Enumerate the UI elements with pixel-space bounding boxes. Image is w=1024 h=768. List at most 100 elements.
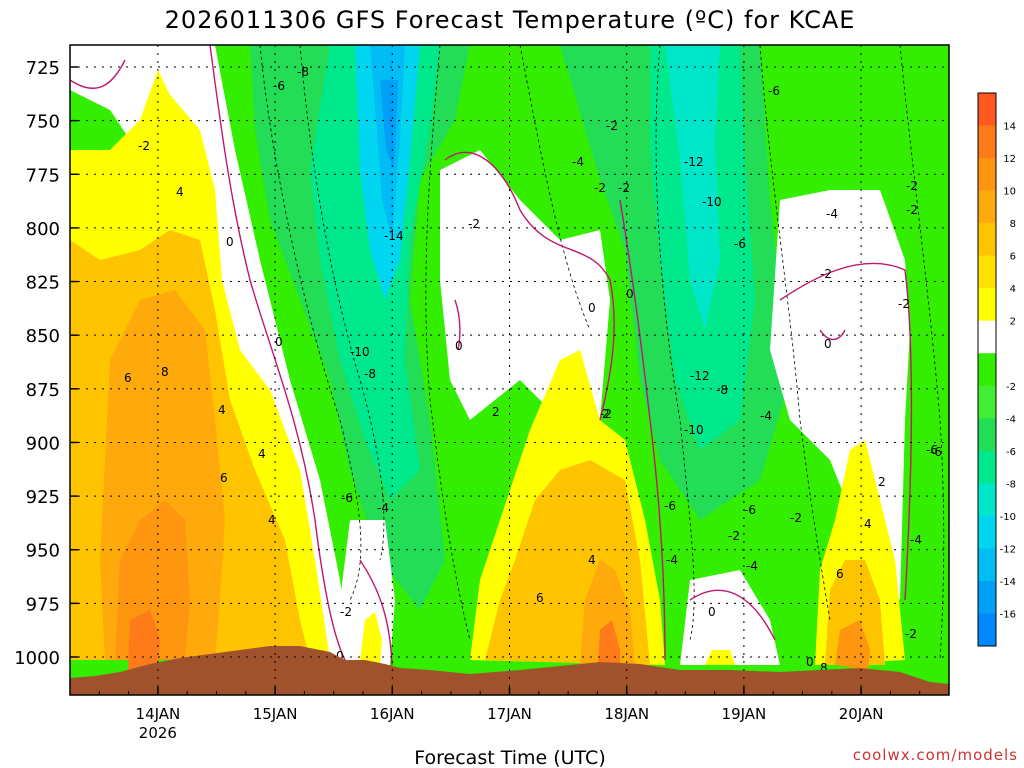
x-axis-label: Forecast Time (UTC) xyxy=(414,747,605,768)
credit-text: coolwx.com/models xyxy=(853,746,1018,764)
contour-label: -8 xyxy=(364,367,376,381)
contour-label: -6 xyxy=(744,503,756,517)
colorbar-swatch xyxy=(978,483,996,517)
y-axis: 725 750 775 800 825 850 875 900 925 950 975 1000 xyxy=(14,58,78,669)
y-tick-label: 800 xyxy=(26,219,60,240)
contour-label: -4 xyxy=(910,533,922,547)
contour-label: -2 xyxy=(600,407,612,421)
y-tick-label: 950 xyxy=(26,541,60,562)
colorbar-label: 8 xyxy=(1010,219,1016,230)
colorbar-label: -10 xyxy=(1000,512,1016,523)
contour-label: -4 xyxy=(572,155,584,169)
contour-label: 6 xyxy=(220,471,228,485)
contour-label: 0 xyxy=(455,339,463,353)
colorbar-label: -8 xyxy=(1006,479,1016,490)
field-blue-2 xyxy=(380,80,398,170)
x-tick-label: 16JAN xyxy=(370,705,415,723)
y-tick-label: 900 xyxy=(26,433,60,454)
colorbar-label: -16 xyxy=(1000,609,1016,620)
contour-label: 0 xyxy=(226,235,234,249)
contour-label: 6 xyxy=(836,567,844,581)
contour-label: -6 xyxy=(930,445,942,459)
contour-label: 2 xyxy=(602,407,610,421)
colorbar-swatch xyxy=(978,353,996,387)
contour-label: 4 xyxy=(268,513,276,527)
contour-label: -12 xyxy=(684,155,704,169)
y-tick-label: 975 xyxy=(26,594,60,615)
contour-label: -6 xyxy=(734,237,746,251)
colorbar-swatch xyxy=(978,255,996,289)
field-cyan-2 xyxy=(665,45,720,330)
contour-label-group: -8 -6 -6 -2 -2 -4 -12 -10 -6 -4 -2 -2 -1… xyxy=(124,65,942,675)
contour-label: 6 xyxy=(124,371,132,385)
x-tick-label: 20JAN xyxy=(839,705,884,723)
x-tick-label: 15JAN xyxy=(253,705,298,723)
contour-label: -6 xyxy=(768,84,780,98)
chart-title: 2026011306 GFS Forecast Temperature (ºC)… xyxy=(165,6,856,34)
colorbar-swatch xyxy=(978,580,996,614)
contour-label: -14 xyxy=(384,229,404,243)
contour-label: 0 xyxy=(336,649,344,663)
contour-label: -2 xyxy=(594,181,606,195)
x-tick-label: 17JAN xyxy=(487,705,532,723)
zero-contours xyxy=(70,45,913,666)
colorbar-frame xyxy=(977,92,997,647)
y-tick-label: 1000 xyxy=(14,648,60,669)
contour-label: -2 xyxy=(468,217,480,231)
contour-label: -4 xyxy=(377,501,389,515)
contour-label: -2 xyxy=(906,179,918,193)
contour-label: -8 xyxy=(716,383,728,397)
colorbar-swatch xyxy=(978,385,996,419)
contour-label: -2 xyxy=(138,139,150,153)
contour-label: -10 xyxy=(350,345,370,359)
y-tick-label: 925 xyxy=(26,487,60,508)
contour-label: 0 xyxy=(626,287,634,301)
field-white-right-2 xyxy=(680,570,780,665)
x-tick-label: 18JAN xyxy=(604,705,649,723)
contour-label: -6 xyxy=(926,443,938,457)
colorbar-label: 10 xyxy=(1003,187,1016,198)
y-tick-label: 775 xyxy=(26,165,60,186)
field-yellow-small xyxy=(705,650,735,665)
contour-label: -4 xyxy=(746,559,758,573)
colorbar-swatch xyxy=(978,515,996,549)
colorbar-label: 12 xyxy=(1003,154,1016,165)
y-tick-label: 875 xyxy=(26,380,60,401)
contour-label: -2 xyxy=(618,181,630,195)
colorbar-label: 4 xyxy=(1010,284,1016,295)
colorbar-label: -2 xyxy=(1006,382,1016,393)
colorbar-swatch xyxy=(978,223,996,257)
contour-label: 8 xyxy=(820,661,828,675)
contour-label: -10 xyxy=(702,195,722,209)
y-tick-label: 850 xyxy=(26,326,60,347)
colorbar-swatch xyxy=(978,158,996,192)
colorbar-label: -12 xyxy=(1000,544,1016,555)
field-white-mid-2 xyxy=(340,520,395,665)
colorbar-swatch xyxy=(978,320,996,354)
contour-label: 4 xyxy=(864,517,872,531)
contour-label: 4 xyxy=(176,185,184,199)
contour-label: 4 xyxy=(258,447,266,461)
colorbar-swatch xyxy=(978,93,996,127)
contour-label: -6 xyxy=(664,499,676,513)
contour-label: 0 xyxy=(806,655,814,669)
field-white-mid xyxy=(440,150,610,420)
colorbar-swatch xyxy=(978,548,996,582)
contour-label: -4 xyxy=(826,207,838,221)
contour-label: -2 xyxy=(906,203,918,217)
contour-label: 2 xyxy=(492,405,500,419)
y-tick-label: 825 xyxy=(26,273,60,294)
contour-label: -6 xyxy=(273,79,285,93)
colorbar-label: -4 xyxy=(1006,414,1016,425)
colorbar: 14 12 10 8 6 4 2 -2 -4 -6 -8 -10 -12 -14 -16 xyxy=(977,92,1016,647)
contour-label: -6 xyxy=(341,491,353,505)
field-yellow-small-2 xyxy=(360,612,382,665)
dashed-contours xyxy=(259,45,945,661)
colorbar-label: -6 xyxy=(1006,447,1016,458)
y-tick-label: 750 xyxy=(26,112,60,133)
contour-label: 6 xyxy=(536,591,544,605)
contour-label: -2 xyxy=(728,529,740,543)
colorbar-label: 6 xyxy=(1010,252,1016,263)
colorbar-label: 14 xyxy=(1003,122,1016,133)
